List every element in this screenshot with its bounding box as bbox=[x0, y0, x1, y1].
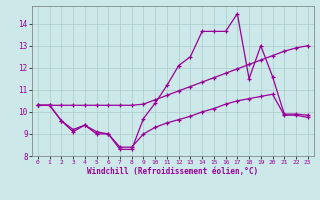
X-axis label: Windchill (Refroidissement éolien,°C): Windchill (Refroidissement éolien,°C) bbox=[87, 167, 258, 176]
